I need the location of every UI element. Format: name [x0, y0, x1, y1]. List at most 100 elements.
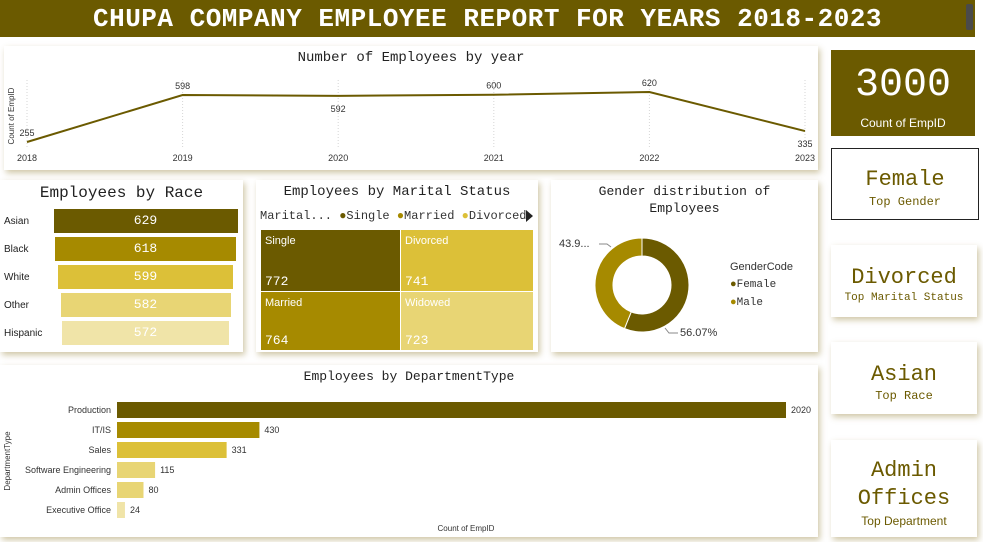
line-x-tick: 2023: [795, 153, 815, 163]
kpi-gender-card: Female Top Gender: [831, 148, 979, 220]
line-x-tick: 2018: [17, 153, 37, 163]
line-chart-card: Number of Employees by year 255 598 592 600…: [4, 46, 818, 170]
department-value-label: 115: [160, 465, 174, 475]
marital-tile[interactable]: Divorced 741: [401, 230, 533, 291]
race-category-label: Hispanic: [4, 328, 43, 339]
marital-tile-label: Divorced: [405, 235, 449, 247]
department-value-label: 331: [232, 445, 247, 455]
line-series: [26, 90, 806, 143]
report-title: CHUPA COMPANY EMPLOYEE REPORT FOR YEARS …: [0, 0, 975, 37]
gender-legend-title: GenderCode: [730, 261, 793, 273]
marital-tile-value: 723: [405, 333, 429, 348]
marital-tile-label: Widowed: [405, 297, 451, 309]
marital-tile-label: Single: [265, 235, 296, 247]
line-chart-title: Number of Employees by year: [297, 50, 525, 66]
race-bar[interactable]: 572: [62, 321, 229, 345]
line-data-label: 255: [19, 128, 34, 138]
marital-tile[interactable]: Single 772: [261, 230, 400, 291]
kpi-department-label: Top Department: [861, 514, 947, 528]
department-value-label: 24: [130, 505, 140, 515]
donut-leader-line: [664, 327, 678, 334]
line-data-label: 600: [486, 81, 501, 91]
department-category-label: IT/IS: [92, 425, 111, 435]
line-data-label: 620: [642, 78, 657, 88]
department-bar: [117, 402, 786, 418]
line-x-tick: 2019: [173, 153, 193, 163]
marital-tile-value: 764: [265, 333, 289, 348]
department-category-label: Production: [68, 405, 111, 415]
kpi-marital-value: Divorced: [851, 265, 957, 290]
gender-chart-card: Gender distribution of Employees 56.07% 4…: [551, 180, 818, 352]
marital-legend-married: Married: [404, 209, 455, 223]
kpi-count-card: 3000 Count of EmpID: [831, 50, 975, 136]
line-x-tick: 2020: [328, 153, 348, 163]
legend-dot-icon: ●: [339, 209, 347, 223]
kpi-race-card: Asian Top Race: [831, 342, 977, 414]
line-chart: 255 598 592 600 620 335 2018 2019 2020 2021 2022 20…: [7, 78, 815, 163]
department-x-axis-label: Count of EmpID: [438, 524, 495, 533]
department-bar: [117, 462, 156, 478]
gender-chart-title: Gender distribution of Employees: [598, 184, 771, 216]
donut-label-female: 56.07%: [680, 327, 718, 339]
legend-next-arrow-icon[interactable]: [526, 210, 533, 222]
marital-legend: Marital... ●Single ●Married ●Divorced: [260, 209, 526, 223]
marital-tile[interactable]: Married 764: [261, 292, 400, 350]
race-category-label: Other: [4, 300, 30, 311]
department-category-label: Admin Offices: [55, 485, 111, 495]
gender-legend-female: Female: [736, 279, 777, 291]
marital-tile[interactable]: Widowed 723: [401, 292, 533, 350]
legend-dot-icon: ●: [396, 209, 405, 223]
department-chart-card: Employees by DepartmentType Production 20…: [0, 365, 818, 537]
legend-dot-icon: ●: [730, 279, 737, 291]
department-category-label: Software Engineering: [25, 465, 111, 475]
race-category-label: Asian: [4, 216, 30, 227]
legend-dot-icon: ●: [461, 209, 469, 223]
race-bar[interactable]: 629: [53, 209, 238, 233]
gender-legend-male: Male: [736, 297, 764, 309]
kpi-count-label: Count of EmpID: [860, 116, 946, 130]
department-category-label: Sales: [88, 445, 111, 455]
marital-legend-divorced: Divorced: [468, 209, 527, 223]
race-bar[interactable]: 618: [55, 237, 236, 261]
donut-slice: [594, 237, 643, 330]
line-data-label: 592: [331, 104, 346, 114]
donut-leader-line: [599, 243, 612, 248]
marital-tile-value: 741: [405, 274, 429, 289]
kpi-gender-value: Female: [865, 167, 945, 192]
legend-dot-icon: ●: [730, 297, 737, 309]
scrollbar-thumb[interactable]: [966, 4, 973, 30]
kpi-marital-card: Divorced Top Marital Status: [831, 245, 977, 317]
kpi-marital-label: Top Marital Status: [844, 292, 964, 304]
marital-chart-card: Employees by Marital Status Marital... ●…: [256, 180, 538, 352]
marital-chart-title: Employees by Marital Status: [283, 184, 511, 200]
kpi-department-value-line1: Admin: [870, 458, 937, 483]
department-bar: [117, 482, 144, 498]
department-chart: Production 2020 IT/IS 430 Sales 331 Software E…: [3, 402, 811, 533]
donut-label-male: 43.9...: [559, 238, 590, 250]
department-chart-title: Employees by DepartmentType: [303, 369, 515, 384]
donut-slice: [623, 237, 690, 333]
marital-tile-value: 772: [265, 274, 289, 289]
race-chart-title: Employees by Race: [39, 184, 204, 202]
department-y-axis-label: DepartmentType: [3, 431, 12, 491]
kpi-department-card: Admin Offices Top Department: [831, 440, 977, 537]
department-bar: [117, 502, 125, 518]
race-bar[interactable]: 582: [60, 293, 231, 317]
line-data-label: 335: [797, 139, 812, 149]
marital-legend-single: Single: [346, 209, 390, 223]
race-bar[interactable]: 599: [58, 265, 233, 289]
kpi-gender-label: Top Gender: [868, 195, 941, 209]
gender-donut: 56.07% 43.9...: [559, 237, 718, 339]
department-bar: [117, 422, 260, 438]
kpi-count-value: 3000: [854, 63, 951, 108]
department-value-label: 80: [148, 485, 158, 495]
line-data-label: 598: [175, 81, 190, 91]
marital-tile-label: Married: [265, 297, 303, 309]
department-value-label: 2020: [791, 405, 811, 415]
department-bar: [117, 442, 227, 458]
kpi-race-value: Asian: [870, 362, 937, 387]
marital-legend-title: Marital...: [260, 209, 333, 223]
department-value-label: 430: [264, 425, 279, 435]
department-category-label: Executive Office: [46, 505, 111, 515]
race-chart-card: Employees by Race Asian 629 Black 618 White 5…: [0, 180, 243, 352]
